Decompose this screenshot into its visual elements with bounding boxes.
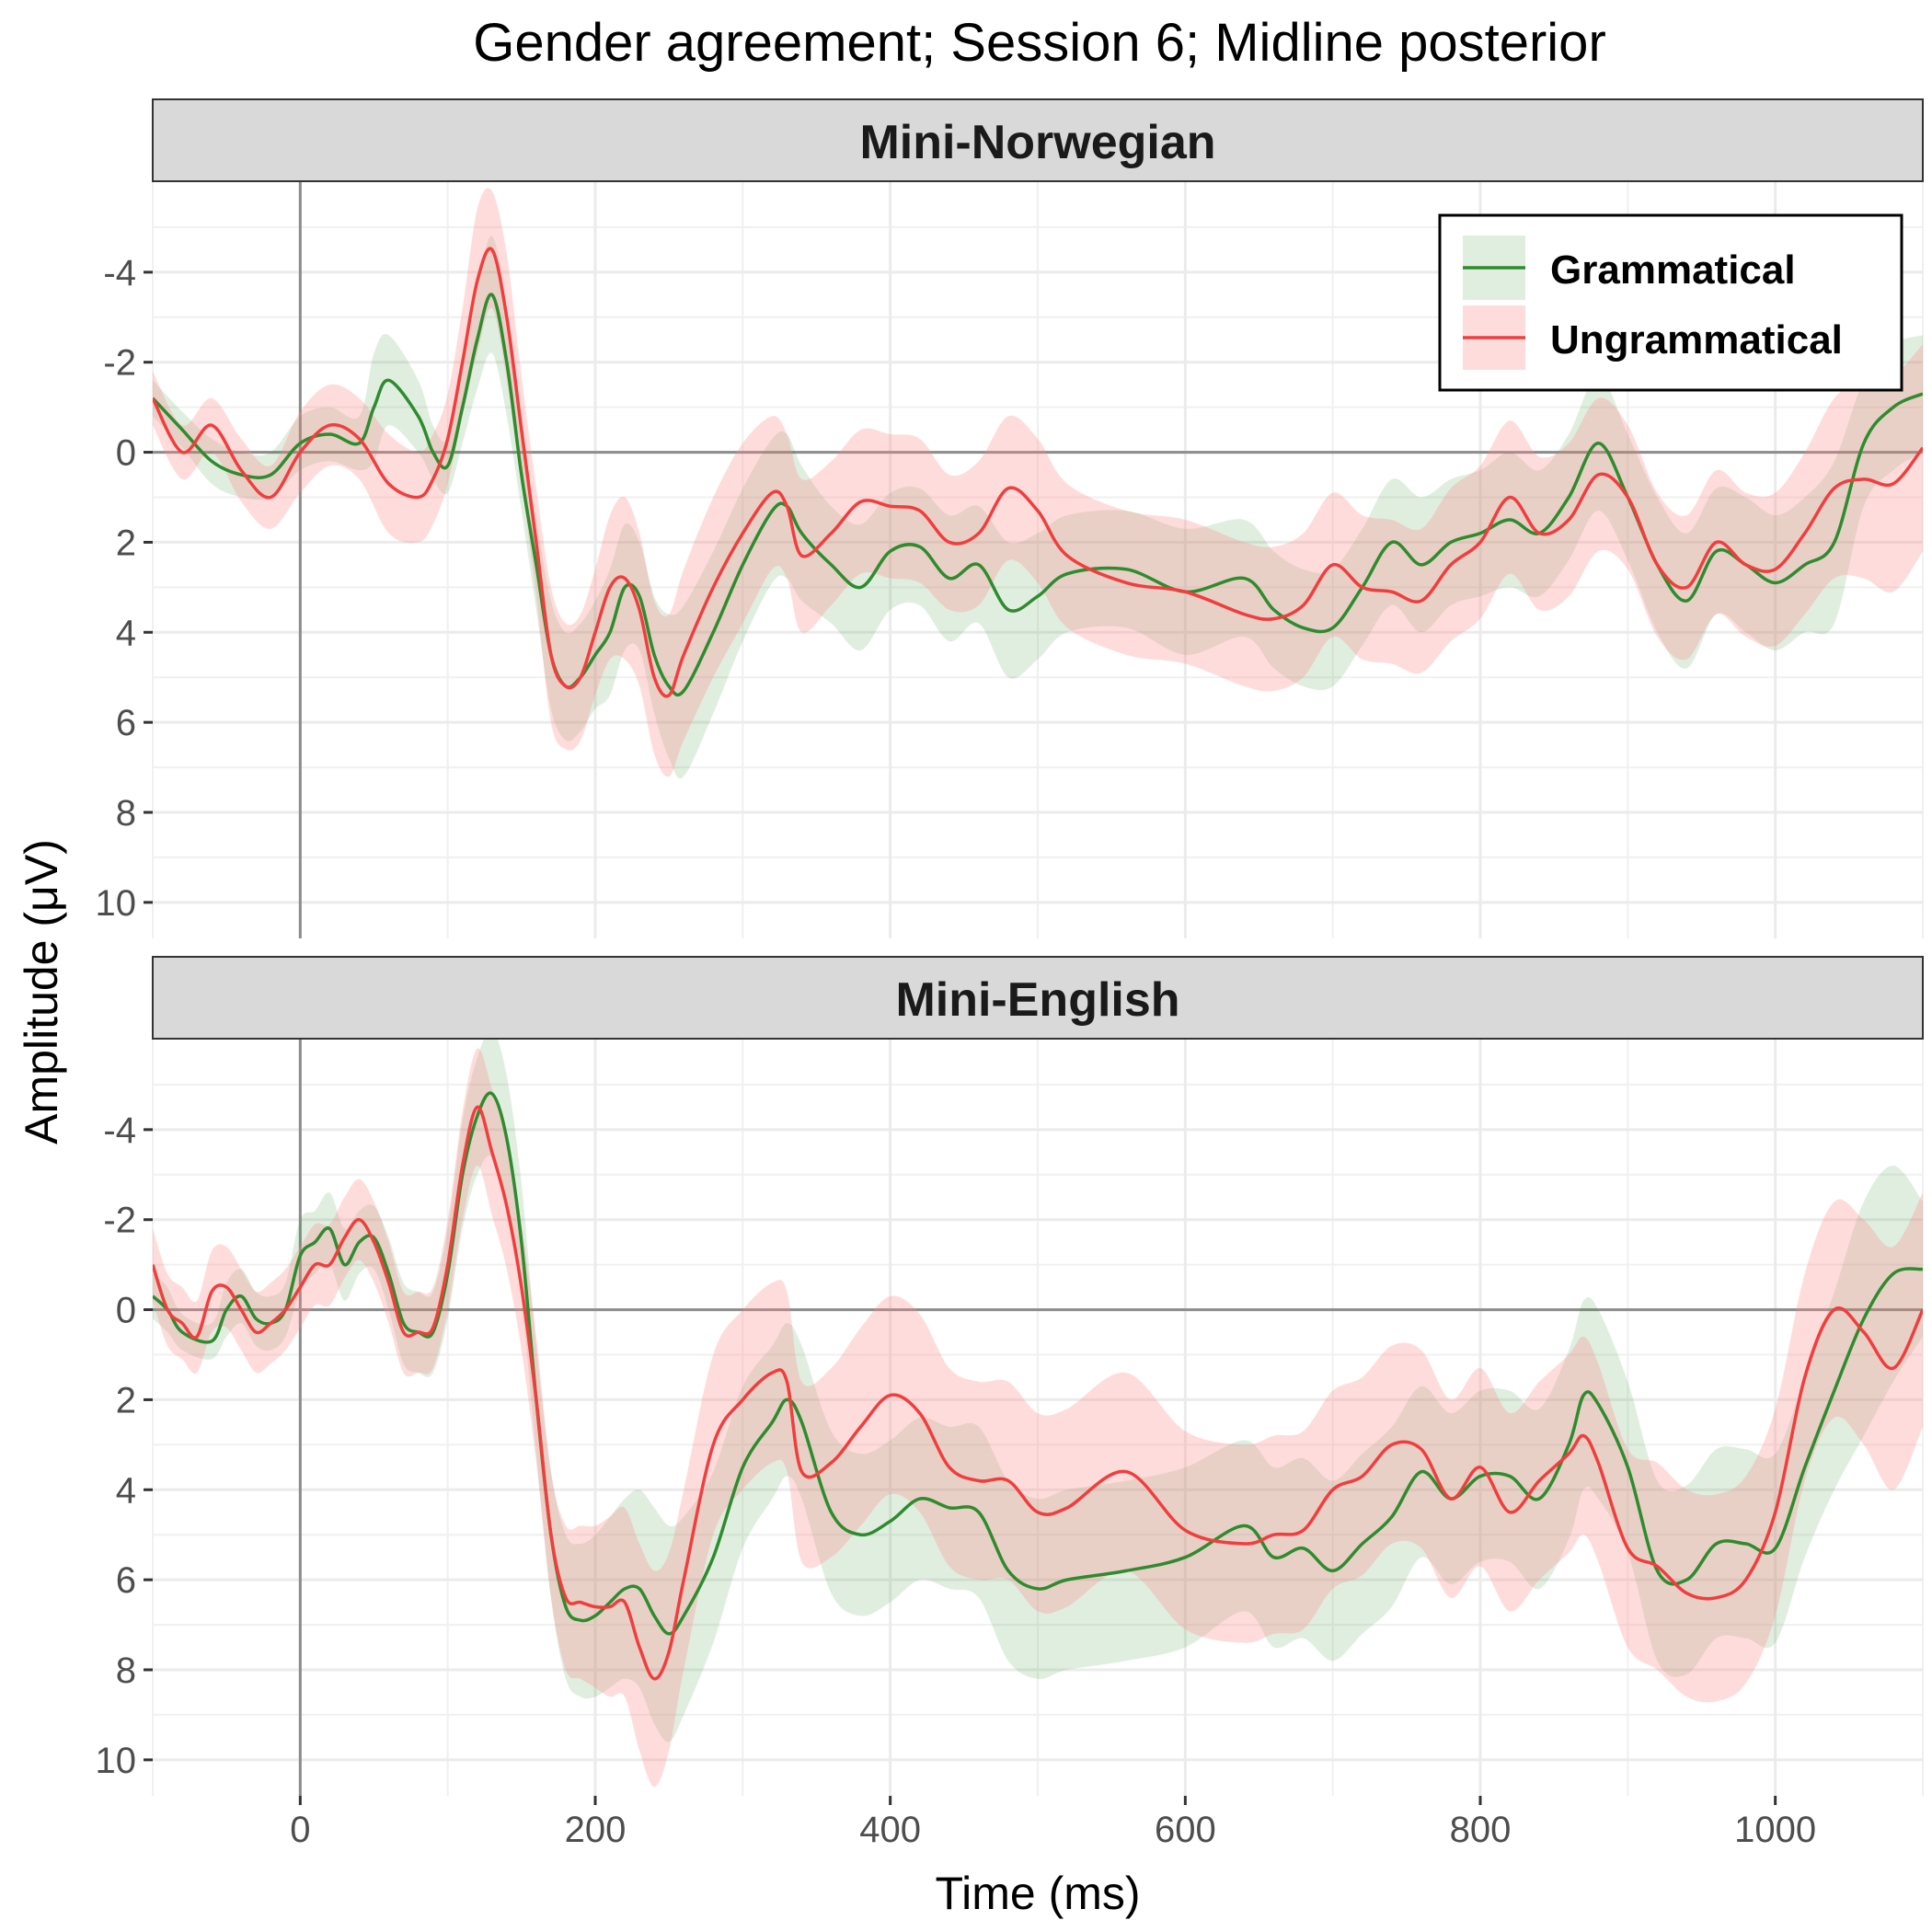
ribbon-grammatical-mini-norwegian [153, 236, 1923, 779]
y-tick-label: 8 [116, 1650, 136, 1691]
data-layer [153, 1040, 1923, 1788]
series-line-grammatical-mini-norwegian [153, 293, 1923, 697]
legend: Grammatical Ungrammatical [1438, 213, 1903, 392]
ribbon-grammatical-mini-english [153, 1040, 1923, 1742]
data-layer [153, 188, 1923, 779]
y-tick-label: -4 [103, 253, 136, 293]
x-tick-label: 600 [1155, 1810, 1216, 1850]
chart-title: Gender agreement; Session 6; Midline pos… [473, 13, 1606, 73]
y-tick-label: 10 [96, 883, 137, 924]
series-line-ungrammatical-mini-norwegian [153, 247, 1923, 698]
series-line-ungrammatical-mini-english [153, 1105, 1923, 1681]
x-tick-label: 1000 [1734, 1810, 1816, 1850]
panel-mini-english: Mini-English -4 -2 0 2 4 6 8 10 [96, 956, 1924, 1796]
x-tick-label: 400 [859, 1810, 921, 1850]
y-tick-label: -2 [103, 1201, 136, 1241]
y-tick-label: 4 [116, 613, 136, 653]
strip-label-mini-norwegian: Mini-Norwegian [859, 116, 1215, 169]
x-axis-title: Time (ms) [935, 1868, 1140, 1919]
y-tick-label: 2 [116, 523, 136, 563]
y-tick-label: 0 [116, 433, 136, 474]
x-tick-label: 800 [1450, 1810, 1512, 1850]
legend-label-ungrammatical: Ungrammatical [1550, 317, 1843, 362]
y-axis-title: Amplitude (μV) [16, 839, 67, 1144]
y-tick-label: 4 [116, 1470, 136, 1511]
legend-label-grammatical: Grammatical [1550, 247, 1796, 293]
legend-box [1438, 213, 1903, 392]
ribbon-ungrammatical-mini-english [153, 1048, 1923, 1788]
panel-mini-norwegian: Mini-Norwegian -4 -2 0 2 4 6 8 10 [96, 98, 1924, 938]
y-tick-label: -2 [103, 343, 136, 384]
x-tick-label: 0 [290, 1810, 310, 1850]
x-axis-ticks: 0 200 400 600 800 1000 [290, 1796, 1816, 1850]
y-tick-label: 6 [116, 703, 136, 743]
series-line-grammatical-mini-english [153, 1091, 1923, 1636]
y-tick-label: 8 [116, 793, 136, 834]
y-tick-label: 0 [116, 1291, 136, 1331]
y-tick-label: 6 [116, 1560, 136, 1601]
strip-background-mini-norwegian [152, 98, 1924, 182]
strip-background-mini-english [152, 956, 1924, 1040]
plot-area-mini-norwegian: -4 -2 0 2 4 6 8 10 [96, 182, 1924, 938]
strip-label-mini-english: Mini-English [895, 973, 1179, 1027]
y-tick-label: 10 [96, 1741, 137, 1781]
y-tick-label: -4 [103, 1110, 136, 1151]
y-tick-label: 2 [116, 1380, 136, 1420]
x-tick-label: 200 [565, 1810, 627, 1850]
plot-area-mini-english: -4 -2 0 2 4 6 8 10 [96, 1040, 1924, 1796]
